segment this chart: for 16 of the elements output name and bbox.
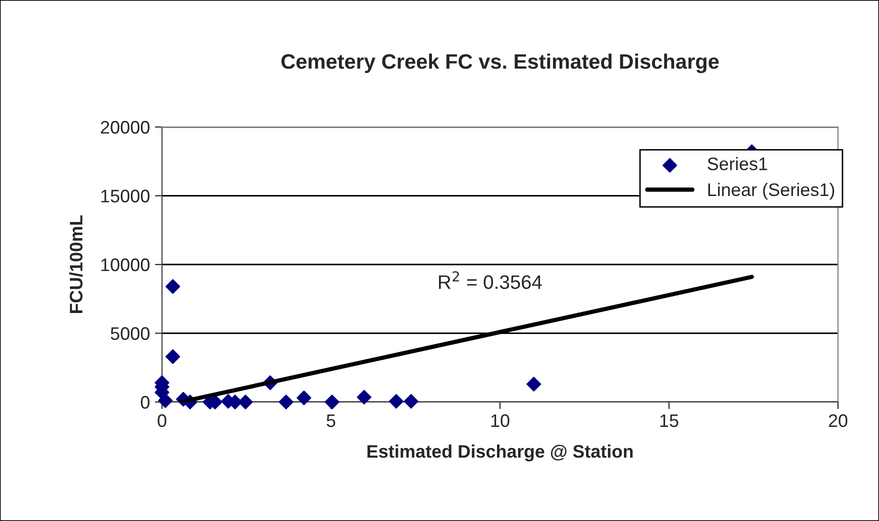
- y-tick-label: 20000: [100, 120, 150, 134]
- x-tick-label: 20: [828, 414, 848, 428]
- x-tick-label: 5: [326, 414, 336, 428]
- y-tick-label: 10000: [101, 258, 150, 272]
- x-tick-label: 0: [158, 414, 166, 428]
- y-tick-label: 5000: [110, 327, 150, 340]
- y-tick-label: 15000: [101, 190, 150, 202]
- x-axis-title: Estimated Discharge @ Station: [367, 444, 633, 462]
- x-tick-label: 15: [660, 414, 678, 428]
- legend-label: Series1: [708, 157, 768, 170]
- annotation: R$^{2}$ = 0.3564: [439, 271, 542, 290]
- x-tick-label: 10: [491, 414, 510, 428]
- y-axis-title: FCU/100mL: [69, 215, 83, 313]
- chart-title: Cemetery Creek FC vs. Estimated Discharge: [281, 54, 719, 74]
- legend-label: Linear (Series1): [708, 182, 834, 200]
- y-tick-label: 0: [140, 396, 150, 409]
